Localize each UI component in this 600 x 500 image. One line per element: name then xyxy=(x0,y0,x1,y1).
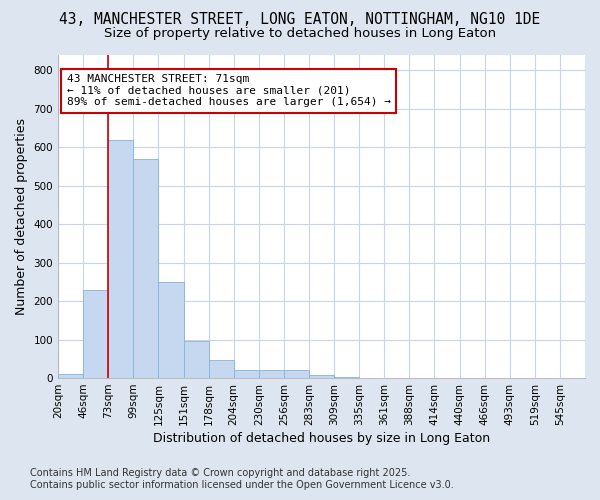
Bar xyxy=(58,374,83,378)
Bar xyxy=(233,370,259,378)
Text: Contains HM Land Registry data © Crown copyright and database right 2025.
Contai: Contains HM Land Registry data © Crown c… xyxy=(30,468,454,490)
Text: Size of property relative to detached houses in Long Eaton: Size of property relative to detached ho… xyxy=(104,28,496,40)
Bar xyxy=(158,282,184,378)
Text: 43 MANCHESTER STREET: 71sqm
← 11% of detached houses are smaller (201)
89% of se: 43 MANCHESTER STREET: 71sqm ← 11% of det… xyxy=(67,74,391,108)
Bar xyxy=(309,375,334,378)
Text: 43, MANCHESTER STREET, LONG EATON, NOTTINGHAM, NG10 1DE: 43, MANCHESTER STREET, LONG EATON, NOTTI… xyxy=(59,12,541,28)
Bar xyxy=(259,370,284,378)
Bar xyxy=(334,377,359,378)
Bar xyxy=(108,140,133,378)
Bar xyxy=(209,360,233,378)
Bar xyxy=(284,370,309,378)
X-axis label: Distribution of detached houses by size in Long Eaton: Distribution of detached houses by size … xyxy=(153,432,490,445)
Y-axis label: Number of detached properties: Number of detached properties xyxy=(15,118,28,315)
Bar xyxy=(184,341,209,378)
Bar xyxy=(133,159,158,378)
Bar xyxy=(83,290,108,378)
